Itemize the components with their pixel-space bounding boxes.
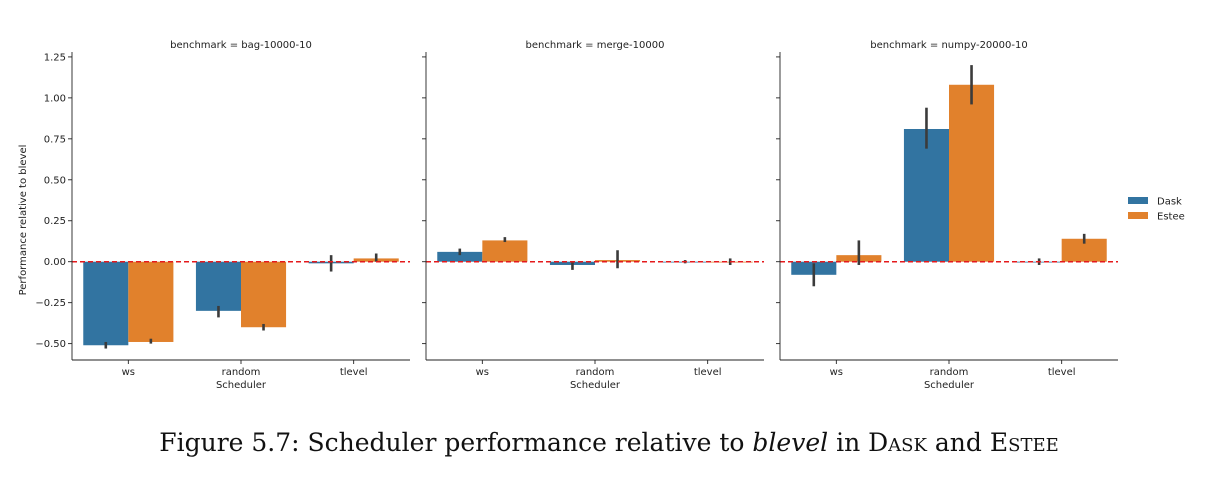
x-tick-label-2-random: random: [930, 367, 969, 378]
x-tick-label-2-ws: ws: [830, 367, 843, 378]
bar-0-dask-random: [195, 261, 241, 311]
bar-0-dask-ws: [83, 261, 129, 346]
caption-estee: Estee: [989, 428, 1059, 457]
x-tick-label-0-tlevel: tlevel: [340, 367, 368, 378]
y-tick-label-5: 0.75: [44, 134, 66, 145]
panel-title-2: benchmark = numpy-20000-10: [870, 40, 1027, 51]
x-tick-label-1-tlevel: tlevel: [694, 367, 722, 378]
caption-dask: Dask: [868, 428, 927, 457]
x-tick-label-0-random: random: [222, 367, 261, 378]
bar-2-estee-tlevel: [1061, 238, 1107, 262]
x-axis-title-0: Scheduler: [216, 380, 267, 391]
y-tick-label-2: 0.00: [44, 257, 66, 268]
bar-0-estee-random: [241, 261, 287, 328]
x-tick-label-1-random: random: [576, 367, 615, 378]
legend-label-estee: Estee: [1157, 212, 1185, 223]
caption-prefix: Figure 5.7: Scheduler performance relati…: [159, 428, 753, 457]
legend-label-dask: Dask: [1157, 197, 1182, 208]
bar-1-estee-ws: [482, 240, 528, 262]
figure-caption: Figure 5.7: Scheduler performance relati…: [0, 428, 1218, 457]
legend-swatch-estee: [1128, 212, 1148, 219]
x-tick-label-1-ws: ws: [476, 367, 489, 378]
caption-middle: in: [828, 428, 869, 457]
x-tick-label-0-ws: ws: [122, 367, 135, 378]
y-tick-label-3: 0.25: [44, 216, 66, 227]
panel-title-0: benchmark = bag-10000-10: [170, 40, 312, 51]
x-axis-title-2: Scheduler: [924, 380, 975, 391]
caption-italic: blevel: [752, 428, 829, 457]
y-tick-label-4: 0.50: [44, 175, 66, 186]
bar-1-dask-ws: [437, 251, 483, 262]
bar-2-estee-random: [949, 84, 995, 262]
chart: benchmark = bag-10000-10 −0.50 −0.25 0.00 0.…: [18, 40, 1185, 391]
caption-and: and: [926, 428, 990, 457]
x-tick-label-2-tlevel: tlevel: [1048, 367, 1076, 378]
y-tick-label-1: −0.25: [35, 298, 66, 309]
legend-swatch-dask: [1128, 197, 1148, 204]
y-tick-label-6: 1.00: [44, 93, 66, 104]
y-axis-title: Performance relative to blevel: [18, 145, 29, 296]
y-tick-label-0: −0.50: [35, 339, 66, 350]
y-tick-label-7: 1.25: [44, 52, 66, 63]
x-axis-title-1: Scheduler: [570, 380, 621, 391]
bar-2-dask-random: [903, 129, 949, 262]
panel-title-1: benchmark = merge-10000: [526, 40, 665, 51]
bar-0-estee-ws: [128, 261, 174, 342]
